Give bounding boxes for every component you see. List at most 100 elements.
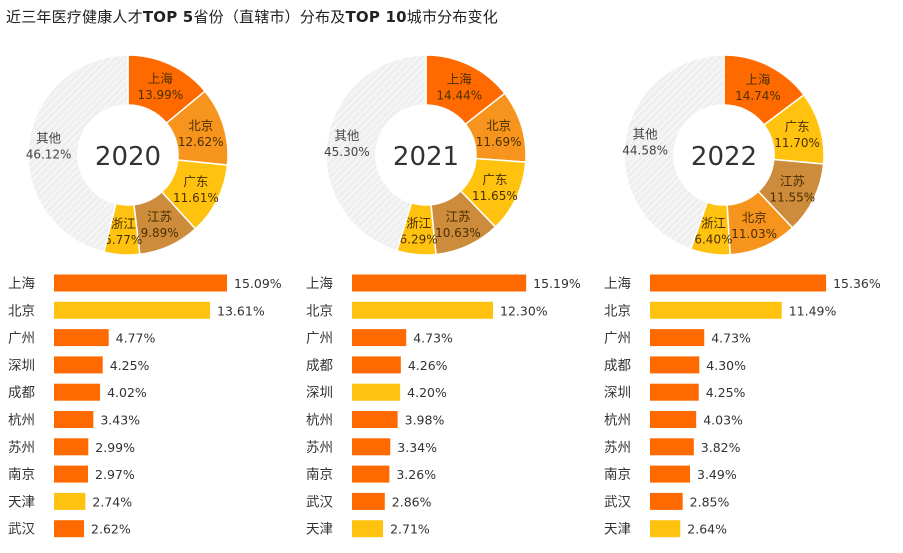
bar-category-label: 南京: [604, 467, 631, 483]
donut-slice-其他: [27, 54, 129, 253]
slice-value-label: 11.70%: [774, 136, 820, 150]
bar-武汉: [352, 492, 385, 510]
slice-name-label: 北京: [486, 118, 511, 133]
bar-category-label: 天津: [604, 522, 631, 538]
bar-苏州: [54, 438, 89, 456]
bar-value-label: 4.30%: [706, 358, 746, 373]
bar-value-label: 2.97%: [95, 467, 135, 482]
bar-value-label: 4.77%: [116, 331, 156, 346]
bar-value-label: 15.19%: [533, 276, 581, 291]
bar-天津: [650, 520, 681, 538]
bar-value-label: 4.02%: [107, 385, 147, 400]
slice-value-label: 10.63%: [435, 226, 481, 240]
bar-深圳: [54, 356, 103, 374]
bar-category-label: 上海: [306, 276, 333, 292]
bar-category-label: 北京: [604, 303, 631, 319]
slice-name-label: 广东: [785, 119, 810, 134]
bar-value-label: 11.49%: [789, 303, 837, 318]
slice-name-label: 北京: [742, 210, 767, 225]
bar-value-label: 15.36%: [833, 276, 881, 291]
slice-value-label: 11.61%: [173, 191, 219, 205]
bar-上海: [54, 274, 227, 292]
donut-slice-其他: [325, 54, 427, 252]
donut-chart-2020: 上海 13.99% 北京 12.62% 广东 11.61%江苏 9.89% 浙江 5.77% 其他…: [26, 54, 229, 256]
bar-chart-2020: 上海 15.09% 北京 13.61% 广州 4.77% 深圳 4.25% 成都 4.02% 杭州 3…: [8, 274, 282, 538]
bar-上海: [650, 274, 827, 292]
slice-value-label: 45.30%: [324, 145, 370, 159]
bar-category-label: 南京: [306, 467, 333, 483]
bar-value-label: 3.43%: [100, 413, 140, 428]
slice-name-label: 其他: [334, 128, 360, 143]
slice-name-label: 浙江: [701, 215, 726, 230]
bar-value-label: 2.64%: [687, 522, 727, 537]
bar-category-label: 上海: [604, 276, 631, 292]
bar-北京: [352, 301, 494, 319]
bar-杭州: [352, 411, 398, 428]
bar-杭州: [650, 411, 697, 428]
slice-value-label: 9.89%: [141, 226, 179, 240]
slice-name-label: 江苏: [445, 209, 470, 224]
slice-name-label: 其他: [36, 130, 62, 145]
bar-北京: [650, 301, 782, 319]
bar-广州: [54, 329, 109, 347]
bar-category-label: 杭州: [306, 413, 333, 429]
bar-广州: [650, 329, 705, 347]
bar-value-label: 2.99%: [95, 440, 135, 455]
bar-value-label: 2.85%: [690, 494, 730, 509]
bar-category-label: 上海: [8, 276, 35, 292]
bar-category-label: 武汉: [8, 522, 35, 538]
bar-value-label: 2.86%: [392, 494, 432, 509]
title-part-3: 城市分布变化: [406, 8, 498, 26]
bar-value-label: 4.25%: [706, 385, 746, 400]
slice-name-label: 广东: [482, 172, 507, 187]
slice-value-label: 14.74%: [735, 89, 781, 103]
title-bold-2: TOP 10: [345, 8, 407, 26]
bar-category-label: 广州: [604, 331, 631, 347]
donut-chart-2021: 上海 14.44% 北京 11.69% 广东 11.65%江苏 10.63% 浙江 6.29% 其…: [324, 54, 527, 256]
bar-天津: [54, 492, 86, 510]
slice-value-label: 46.12%: [26, 147, 72, 161]
slice-value-label: 13.99%: [137, 88, 183, 102]
slice-name-label: 北京: [188, 118, 213, 133]
donut-slice-其他: [623, 54, 725, 251]
bar-成都: [352, 356, 401, 374]
bar-苏州: [352, 438, 391, 456]
slice-name-label: 江苏: [780, 173, 805, 188]
bar-category-label: 苏州: [306, 440, 333, 456]
bar-category-label: 天津: [306, 522, 333, 538]
bar-value-label: 4.26%: [408, 358, 448, 373]
bar-北京: [54, 301, 211, 319]
bar-value-label: 15.09%: [234, 276, 282, 291]
bar-value-label: 12.30%: [500, 303, 548, 318]
bar-value-label: 2.71%: [390, 522, 430, 537]
year-label: 2020: [95, 142, 161, 172]
bar-value-label: 4.25%: [110, 358, 150, 373]
title-bold-1: TOP 5: [142, 8, 194, 26]
bar-value-label: 3.26%: [396, 467, 436, 482]
bar-value-label: 4.73%: [413, 331, 453, 346]
bar-category-label: 广州: [8, 331, 35, 347]
year-label: 2022: [691, 142, 757, 172]
bar-category-label: 苏州: [8, 440, 35, 456]
slice-value-label: 6.40%: [694, 232, 732, 246]
slice-value-label: 11.03%: [731, 227, 777, 241]
slice-name-label: 江苏: [147, 209, 172, 224]
title-part-1: 近三年医疗健康人才: [6, 8, 143, 26]
slice-name-label: 浙江: [406, 216, 431, 231]
bar-category-label: 苏州: [604, 440, 631, 456]
bar-category-label: 成都: [306, 358, 333, 374]
bar-category-label: 北京: [306, 303, 333, 319]
bar-category-label: 成都: [8, 385, 35, 401]
slice-name-label: 上海: [745, 72, 771, 87]
slice-name-label: 上海: [148, 71, 174, 86]
slice-name-label: 上海: [447, 72, 473, 87]
bar-武汉: [650, 492, 683, 510]
bar-苏州: [650, 438, 694, 456]
bar-category-label: 武汉: [306, 494, 333, 510]
bar-category-label: 成都: [604, 358, 631, 374]
bar-category-label: 深圳: [8, 358, 35, 374]
bar-category-label: 杭州: [8, 413, 35, 429]
bar-chart-2021: 上海 15.19% 北京 12.30% 广州 4.73% 成都 4.26% 深圳 4.20% 杭州 3…: [306, 274, 581, 538]
slice-name-label: 广东: [183, 174, 208, 189]
bar-value-label: 4.20%: [407, 385, 447, 400]
